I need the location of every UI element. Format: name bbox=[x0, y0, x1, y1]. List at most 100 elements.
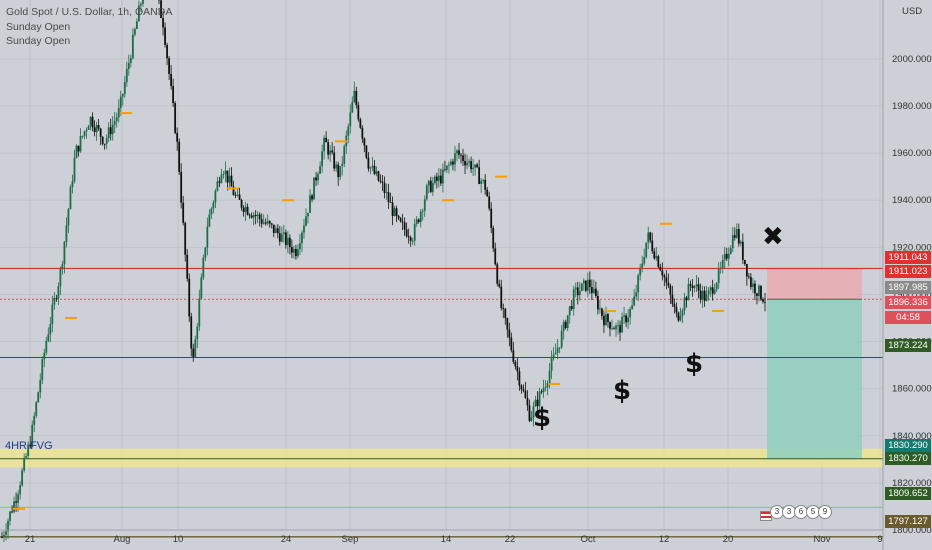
candle bbox=[506, 318, 509, 330]
candle bbox=[240, 199, 243, 208]
candle bbox=[83, 131, 86, 136]
candle bbox=[697, 284, 700, 291]
candle bbox=[419, 211, 422, 222]
candle bbox=[653, 251, 656, 259]
candle bbox=[369, 167, 372, 169]
candle bbox=[679, 315, 682, 321]
candle bbox=[474, 164, 477, 168]
candle bbox=[186, 254, 189, 279]
candle bbox=[109, 127, 112, 135]
dollar-annotation: $ bbox=[685, 349, 704, 379]
candle bbox=[580, 283, 583, 292]
candle bbox=[140, 3, 142, 6]
candle bbox=[611, 328, 613, 330]
candle bbox=[214, 190, 217, 203]
price-badge: 04:58 bbox=[885, 311, 931, 324]
candle bbox=[55, 297, 58, 299]
candle bbox=[15, 501, 17, 503]
price-badge: 1809.652 bbox=[885, 487, 931, 500]
candle bbox=[560, 331, 563, 348]
candle bbox=[403, 222, 406, 230]
candle bbox=[526, 397, 529, 406]
candle bbox=[397, 215, 400, 219]
price-badge: 1911.043 bbox=[885, 251, 931, 264]
candle bbox=[23, 457, 26, 471]
candle bbox=[464, 160, 466, 166]
candle bbox=[582, 280, 585, 284]
candle bbox=[353, 90, 356, 103]
candle bbox=[540, 391, 543, 393]
candle bbox=[482, 179, 485, 181]
candle bbox=[522, 389, 525, 391]
y-tick-label: 1800.000 bbox=[892, 525, 932, 536]
indicator-sunday-open[interactable]: Sunday Open bbox=[6, 20, 71, 33]
candle bbox=[329, 150, 332, 155]
candle bbox=[202, 257, 205, 278]
economic-events[interactable]: 3 3 6 5 9 bbox=[760, 505, 832, 525]
candle bbox=[439, 175, 442, 184]
candle bbox=[514, 361, 517, 367]
candle bbox=[452, 161, 454, 165]
candle bbox=[178, 141, 181, 172]
candle bbox=[548, 370, 551, 384]
price-badge: 1830.290 bbox=[885, 439, 931, 452]
candle bbox=[194, 339, 197, 357]
event-marker[interactable]: 9 bbox=[818, 505, 832, 519]
candle bbox=[520, 385, 523, 390]
candle bbox=[373, 165, 376, 174]
candle bbox=[341, 163, 344, 167]
price-badge: 1873.224 bbox=[885, 339, 931, 352]
candle bbox=[562, 321, 565, 332]
candle bbox=[272, 224, 275, 233]
candle bbox=[63, 241, 66, 265]
candle bbox=[421, 210, 424, 212]
candle bbox=[17, 494, 20, 503]
candle bbox=[67, 209, 70, 226]
indicator-sunday-open[interactable]: Sunday Open bbox=[6, 35, 71, 47]
candle bbox=[566, 315, 569, 328]
symbol-title[interactable]: Gold Spot / U.S. Dollar, 1h, OANDA bbox=[6, 6, 173, 18]
y-tick-label: 1820.000 bbox=[892, 478, 932, 489]
candle bbox=[699, 290, 702, 300]
candle bbox=[301, 232, 303, 244]
candle bbox=[49, 324, 52, 335]
candle bbox=[13, 501, 15, 512]
candle bbox=[371, 165, 374, 168]
candle bbox=[268, 221, 271, 224]
price-badge: 1896.336 bbox=[885, 296, 931, 309]
candle bbox=[667, 282, 670, 286]
candle bbox=[61, 264, 64, 270]
candle bbox=[411, 240, 414, 242]
candle bbox=[208, 214, 211, 227]
candle bbox=[246, 206, 249, 215]
candle bbox=[127, 62, 130, 69]
candle bbox=[460, 154, 462, 156]
x-tick-label: 21 bbox=[25, 534, 36, 545]
candle bbox=[87, 126, 90, 130]
candle bbox=[41, 359, 44, 380]
candle bbox=[176, 132, 179, 142]
candle bbox=[43, 352, 46, 360]
candle bbox=[472, 167, 474, 170]
candle bbox=[552, 354, 555, 359]
candle bbox=[212, 202, 215, 209]
y-tick-label: 1840.000 bbox=[892, 431, 932, 442]
candle bbox=[723, 253, 726, 260]
candle bbox=[435, 176, 438, 181]
candle bbox=[238, 194, 241, 200]
candle bbox=[232, 186, 235, 196]
candle bbox=[631, 305, 634, 309]
candle bbox=[532, 406, 535, 418]
candle bbox=[385, 192, 388, 193]
candle bbox=[286, 237, 289, 246]
candle bbox=[381, 181, 384, 183]
candle bbox=[705, 294, 708, 301]
candle bbox=[458, 150, 460, 155]
candle bbox=[466, 162, 468, 166]
candle bbox=[407, 236, 410, 238]
candle bbox=[764, 301, 766, 303]
candle bbox=[657, 256, 660, 267]
y-tick-label: 1900.000 bbox=[892, 289, 932, 300]
